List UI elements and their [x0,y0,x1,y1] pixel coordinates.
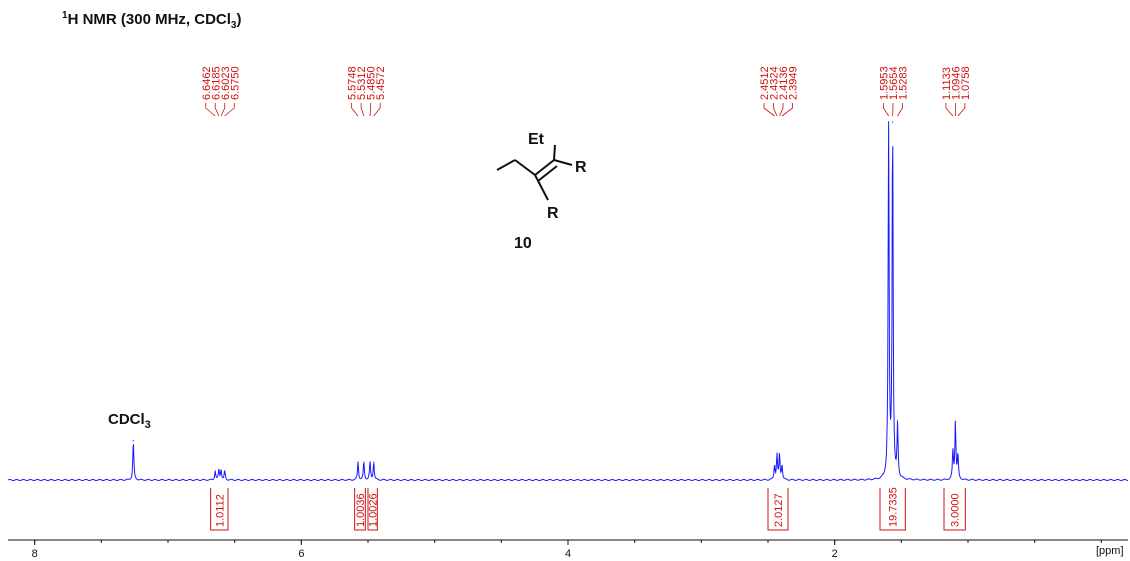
integral-value-label: 1.0026 [368,493,380,527]
peak-label-connector [897,103,903,117]
peak-shift-label: 5.4850 [366,66,378,100]
x-tick-label: 8 [32,548,38,560]
peak-label-connector [763,103,775,117]
spectrum-peak-point [363,461,365,463]
peak-shift-label: 1.0758 [960,66,972,100]
peak-label-connector [773,103,778,117]
peak-label-connector [373,103,381,117]
integral-bracket [367,488,378,531]
integral-value-label: 1.0036 [355,493,367,527]
integral-region: 3.0000 [943,488,966,531]
x-tick-label: 2 [832,548,838,560]
integral-region: 19.7335 [879,487,906,531]
peak-label-connector [945,103,954,117]
peak-label-connector [369,103,372,117]
x-axis-ticks: 8 6 4 2 [32,540,1102,560]
spectrum-peak-point [781,465,783,467]
integral-value-label: 19.7335 [888,487,900,527]
spectrum-peak-point [896,425,899,427]
spectrum-peak-point [776,454,778,456]
peak-shift-label: 1.5283 [897,66,909,100]
integral-value-label: 2.0127 [773,493,785,527]
molecule-structure: Et R R 10 [496,131,587,252]
substituent-r-right-label: R [575,159,587,176]
peak-shift-label: 6.6023 [220,66,232,100]
integral-regions: 1.0112 1.0036 1.0026 2.0127 19.7335 3.0000 [210,487,966,531]
integral-region: 1.0036 [354,488,367,531]
spectrum-peak-point [220,469,222,471]
spectrum-peak-point [952,450,954,452]
peak-label-connector [779,103,784,117]
spectrum-peak-point [224,470,226,472]
title-superscript: 1 [62,10,68,21]
integral-bracket [767,488,789,531]
spectrum-peak-point [214,470,216,472]
peak-shift-label: 2.4136 [778,66,790,100]
integral-value-label: 3.0000 [950,493,962,527]
peak-shift-label: 2.4324 [769,66,781,100]
peak-label-connector [883,103,889,117]
peak-label-connector [957,103,966,117]
title-end: ) [236,11,242,28]
x-axis-unit-label: [ppm] [1096,545,1124,557]
peak-label-connector [220,103,226,117]
peak-label-connector [205,103,216,117]
solvent-label: CDCl3 [108,411,151,431]
spectrum-peak-point [888,128,890,130]
peak-label-connector [214,103,220,117]
spectrum-peak-point [218,469,220,471]
peak-shift-label: 5.5748 [347,66,359,100]
x-tick-label: 4 [565,548,571,560]
peak-shift-label: 1.1133 [941,67,953,100]
integral-value-label: 1.0112 [214,494,226,527]
peak-shift-label: 2.4512 [759,66,771,100]
peak-shift-label: 1.0946 [950,66,962,100]
peak-label-connector [360,103,365,117]
spectrum-peak-point [132,440,134,442]
spectrum-peak-point [369,461,371,463]
spectrum-peak-point [373,461,375,463]
spectrum-title: 1H NMR (300 MHz, CDCl3) [62,10,241,31]
peak-shift-label: 2.3949 [788,66,800,100]
spectrum-peak-point [778,454,781,456]
spectrum-peak-point [957,454,959,456]
peak-label-connector [351,103,359,117]
peak-shift-label: 6.6462 [201,66,213,100]
substituent-r-bottom-label: R [547,205,559,222]
spectrum-peak-point [954,422,956,424]
peak-label-connector [781,103,793,117]
peak-shift-label: 6.6185 [210,66,222,100]
title-text: H NMR (300 MHz, CDCl [67,11,231,28]
spectrum-trace [7,121,1128,482]
peak-label-connector [224,103,235,117]
x-axis: 8 6 4 2 [ppm] [8,539,1128,560]
spectrum-peak-point [892,121,894,123]
integral-bracket [354,488,366,531]
integral-bracket [943,488,966,531]
integral-region: 1.0026 [367,488,380,531]
spectrum-peak-point [357,461,359,463]
peak-shift-label: 5.4572 [375,66,387,100]
peak-shift-label: 1.5654 [888,66,900,100]
integral-bracket [879,488,906,531]
integral-region: 1.0112 [210,488,229,531]
compound-number-label: 10 [514,235,532,252]
substituent-et-label: Et [528,131,545,148]
peak-shift-label: 6.5750 [229,66,241,100]
peak-shift-label: 1.5953 [878,66,890,100]
peak-shift-label: 5.5312 [356,66,368,100]
integral-region: 2.0127 [767,488,789,531]
integral-bracket [210,488,229,531]
spectrum-peak-point [773,465,776,467]
x-tick-label: 6 [298,548,304,560]
title-subscript: 3 [230,20,237,31]
